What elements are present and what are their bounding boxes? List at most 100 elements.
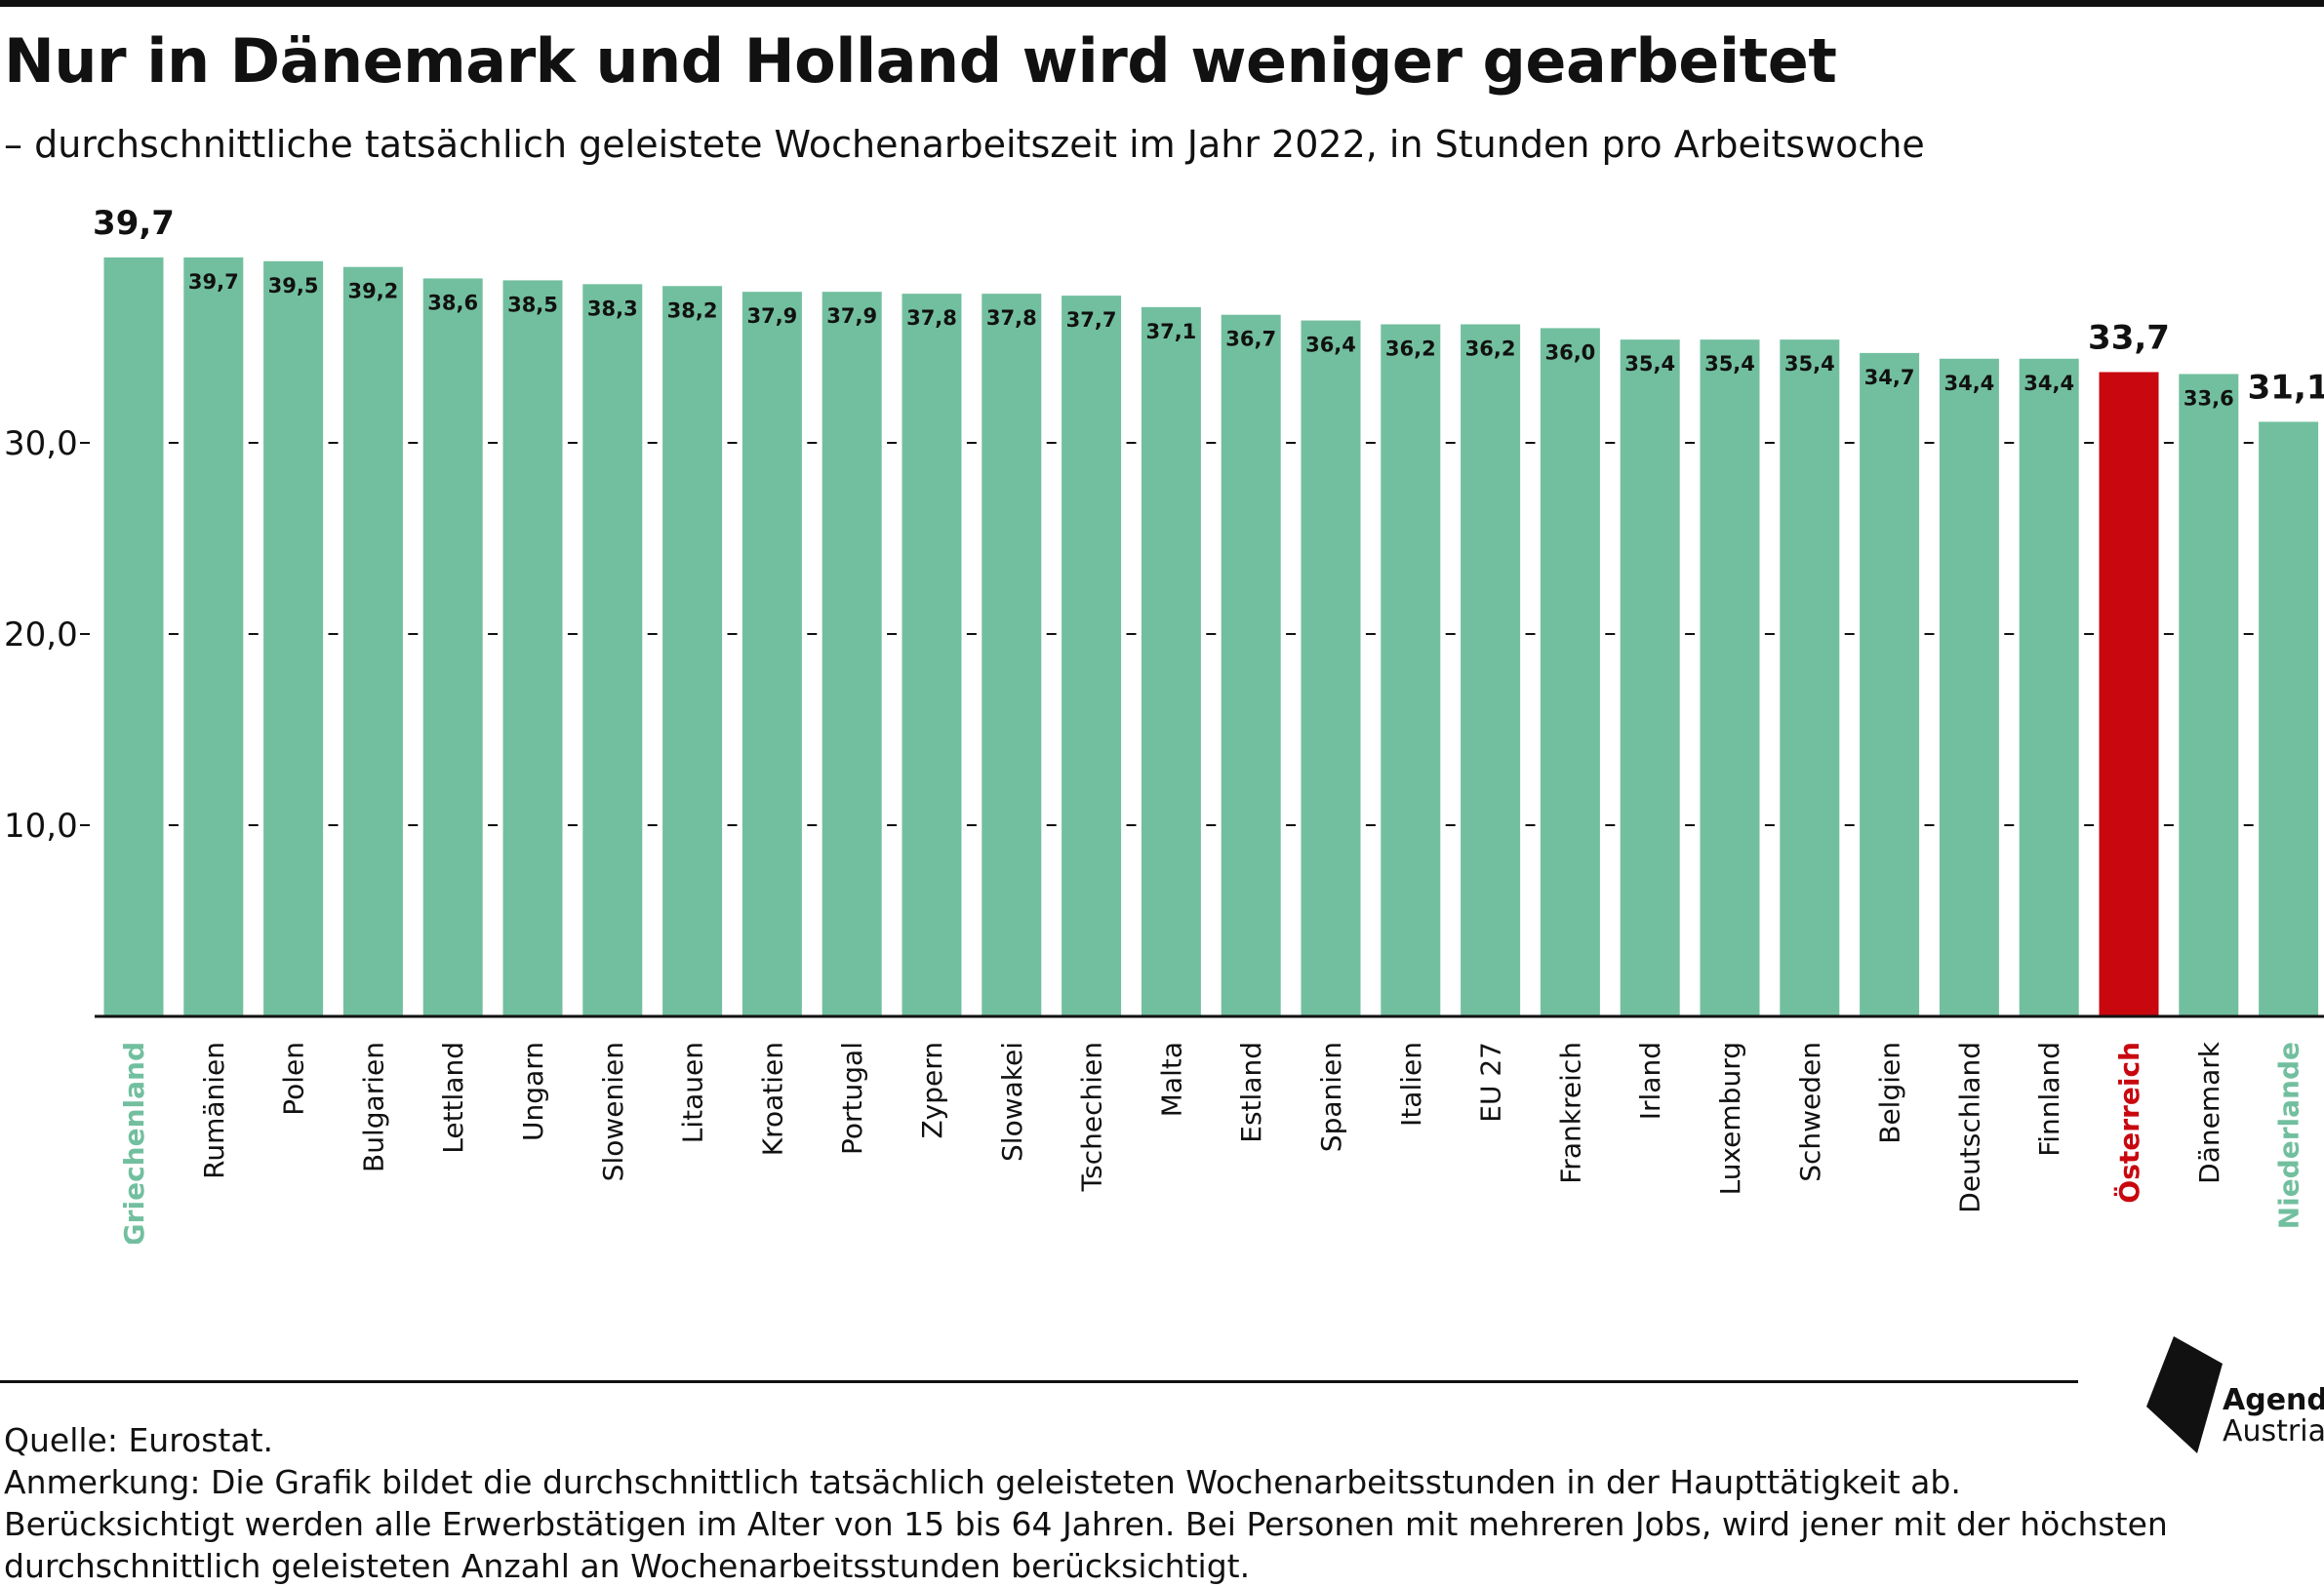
value-label: 35,4 [1784, 352, 1835, 376]
bar-2 [263, 260, 324, 1016]
category-label: Bulgarien [357, 1042, 389, 1172]
value-label: 38,3 [587, 297, 638, 320]
value-label: 37,8 [986, 306, 1037, 330]
category-label: Österreich [2112, 1042, 2145, 1204]
value-label: 37,8 [906, 306, 957, 330]
value-label: 36,2 [1385, 337, 1436, 360]
bar-7 [662, 286, 723, 1016]
category-label: Finnland [2033, 1042, 2065, 1157]
bar-24 [2019, 358, 2079, 1016]
value-label: 34,7 [1864, 366, 1915, 389]
note-line-3: durchschnittlich geleisteten Anzahl an W… [4, 1547, 1251, 1585]
logo-line-2: Austria [2223, 1414, 2324, 1448]
value-label: 37,9 [826, 304, 877, 328]
category-label: Malta [1155, 1042, 1187, 1117]
value-label: 34,4 [1943, 372, 1994, 395]
bar-23 [1939, 358, 1999, 1016]
value-label: 37,9 [746, 304, 797, 328]
value-label: 35,4 [1624, 352, 1675, 376]
value-label: 37,1 [1145, 320, 1196, 343]
category-label: Deutschland [1953, 1042, 1985, 1213]
bar-10 [902, 294, 962, 1016]
value-label: 39,2 [347, 280, 398, 303]
bar-18 [1540, 328, 1600, 1016]
category-label: Estland [1235, 1042, 1267, 1143]
category-label: Rumänien [198, 1042, 230, 1179]
chart-subtitle: – durchschnittliche tatsächlich geleiste… [4, 123, 1925, 166]
bar-11 [982, 294, 1042, 1016]
value-label: 31,1 [2248, 368, 2324, 407]
bar-13 [1141, 306, 1201, 1017]
category-label: Tschechien [1076, 1042, 1108, 1192]
bar-0 [103, 257, 164, 1016]
category-label: Polen [278, 1042, 310, 1116]
value-label: 39,7 [188, 270, 239, 294]
category-label: Litauen [677, 1042, 709, 1143]
chart-title: Nur in Dänemark und Holland wird weniger… [4, 25, 1837, 97]
value-label: 36,7 [1225, 328, 1276, 351]
bar-27 [2259, 421, 2319, 1016]
bar-chart: 10,0 20,0 30,0 39,7 39,7 39,5 39,2 38,6 38,5 38,3… [4, 204, 2324, 1244]
value-label: 35,4 [1704, 352, 1755, 376]
y-tick-label: 20,0 [4, 615, 78, 655]
bar-20 [1700, 339, 1760, 1016]
note-line-1: Anmerkung: Die Grafik bildet die durchsc… [4, 1463, 1961, 1501]
value-label: 38,6 [427, 291, 478, 314]
value-label: 33,6 [2184, 386, 2234, 410]
category-label: Ungarn [517, 1042, 549, 1141]
category-label: Luxemburg [1714, 1042, 1746, 1195]
category-label: Slowenien [597, 1042, 629, 1181]
bar-21 [1780, 339, 1840, 1016]
bar-9 [821, 292, 882, 1016]
bar-14 [1221, 314, 1281, 1016]
category-label: Irland [1634, 1042, 1666, 1120]
value-label: 36,0 [1544, 340, 1595, 364]
value-label: 36,2 [1465, 337, 1516, 360]
bar-12 [1062, 296, 1122, 1016]
source-text: Quelle: Eurostat. [4, 1421, 274, 1459]
y-tick-label: 10,0 [4, 807, 78, 846]
category-label: Belgien [1874, 1042, 1906, 1144]
value-label: 38,2 [667, 298, 718, 322]
category-label: Italien [1395, 1042, 1427, 1127]
logo-text: Agenda Austria [2223, 1385, 2324, 1448]
bar-16 [1381, 324, 1441, 1016]
bar-15 [1301, 320, 1361, 1016]
category-label: Schweden [1794, 1042, 1826, 1182]
value-label: 37,7 [1066, 308, 1117, 332]
category-label: Kroatien [756, 1042, 788, 1156]
bar-4 [422, 278, 483, 1016]
footer-rule [0, 1380, 2078, 1383]
category-label: Spanien [1315, 1042, 1347, 1152]
category-label: Frankreich [1554, 1042, 1586, 1184]
bar-1 [183, 257, 244, 1016]
footer-notes: Quelle: Eurostat. Anmerkung: Die Grafik … [4, 1419, 2168, 1587]
category-label: Zypern [916, 1042, 948, 1139]
value-label: 38,5 [507, 293, 558, 316]
value-label: 36,4 [1305, 334, 1356, 357]
value-label: 39,7 [93, 204, 175, 243]
category-label: Niederlande [2273, 1042, 2305, 1229]
category-label: Portugal [836, 1042, 868, 1155]
value-label: 39,5 [268, 274, 319, 298]
value-label: 33,7 [2088, 318, 2170, 357]
value-label: 34,4 [2023, 372, 2074, 395]
bar-5 [502, 280, 563, 1016]
bar-22 [1860, 352, 1920, 1016]
category-label: Griechenland [118, 1042, 150, 1244]
y-tick-label: 30,0 [4, 424, 78, 463]
bar-8 [741, 292, 802, 1016]
agenda-austria-logo-icon [2146, 1336, 2223, 1453]
bar-3 [342, 266, 403, 1016]
category-label: EU 27 [1475, 1042, 1507, 1123]
top-rule [0, 0, 2324, 7]
category-label: Dänemark [2193, 1041, 2225, 1184]
logo-line-1: Agenda [2223, 1383, 2324, 1417]
bar-25 [2099, 372, 2159, 1016]
bar-26 [2179, 374, 2239, 1016]
category-label: Lettland [437, 1042, 469, 1154]
bar-19 [1620, 339, 1680, 1016]
category-label: Slowakei [996, 1042, 1028, 1162]
note-line-2: Berücksichtigt werden alle Erwerbstätige… [4, 1505, 2168, 1543]
bar-17 [1461, 324, 1521, 1016]
